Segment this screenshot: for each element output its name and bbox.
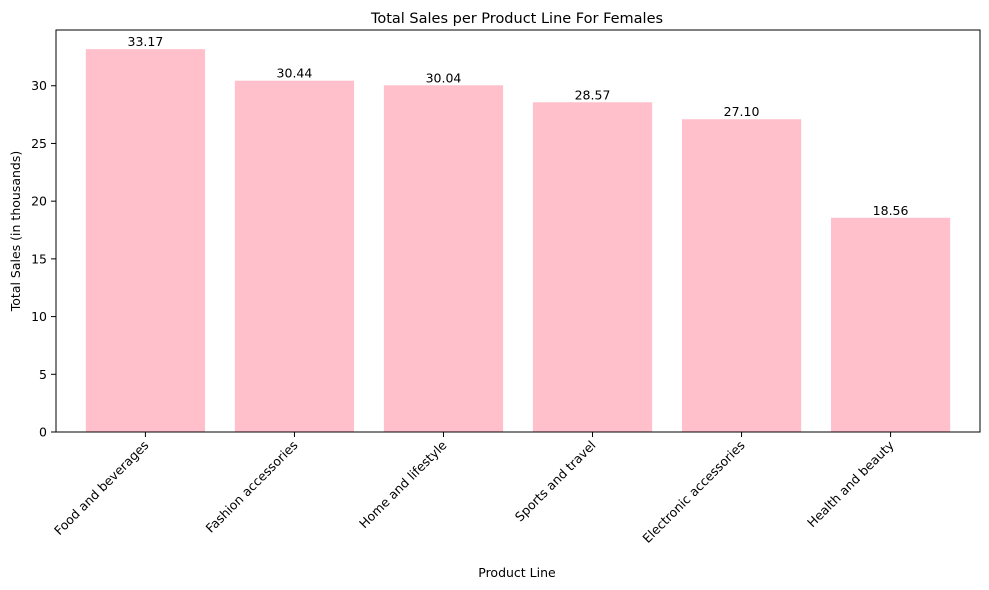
bar — [681, 119, 802, 432]
y-tick-label: 10 — [31, 309, 47, 324]
bar-value-label: 18.56 — [873, 203, 909, 218]
x-tick-label: Electronic accessories — [639, 438, 747, 546]
bar — [830, 217, 951, 432]
x-tick-label: Home and lifestyle — [356, 437, 450, 531]
bar-value-label: 27.10 — [724, 104, 760, 119]
y-axis: 0 5 10 15 20 25 30 — [31, 78, 56, 440]
y-tick-label: 25 — [31, 136, 47, 151]
bar-value-label: 33.17 — [128, 34, 164, 49]
y-tick-label: 5 — [39, 367, 47, 382]
y-tick-label: 0 — [39, 425, 47, 440]
x-tick-label: Sports and travel — [512, 438, 599, 525]
bar — [85, 49, 206, 433]
bar-value-label: 28.57 — [575, 87, 611, 102]
y-tick-label: 30 — [31, 78, 47, 93]
y-tick-label: 20 — [31, 194, 47, 209]
x-axis: Food and beverages Fashion accessories Hom… — [51, 432, 897, 546]
bar-value-label: 30.04 — [426, 70, 462, 85]
chart-title: Total Sales per Product Line For Females — [370, 11, 663, 27]
bar — [532, 102, 653, 432]
x-axis-label: Product Line — [478, 565, 556, 580]
x-tick-label: Food and beverages — [51, 438, 151, 538]
bar-value-label: 30.44 — [277, 66, 313, 81]
plot-frame — [55, 29, 981, 433]
y-tick-label: 15 — [31, 251, 47, 266]
bar — [234, 80, 355, 432]
x-tick-label: Health and beauty — [804, 437, 897, 530]
bar — [383, 85, 504, 432]
x-tick-label: Fashion accessories — [202, 438, 300, 536]
bars-group: 33.17 30.44 30.04 28.57 27.10 18.56 — [85, 34, 951, 433]
y-axis-label: Total Sales (in thousands) — [8, 151, 23, 312]
